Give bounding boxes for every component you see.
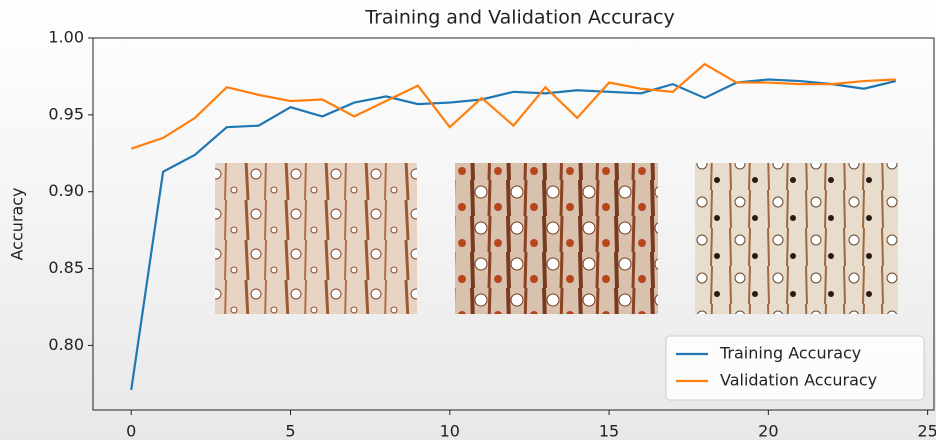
legend-label: Training Accuracy [719,344,861,363]
legend-label: Validation Accuracy [720,371,877,390]
chart-title: Training and Validation Accuracy [364,7,674,29]
y-tick-label: 0.95 [48,104,84,123]
inset-image [215,163,417,314]
y-axis-label: Accuracy [8,187,27,260]
x-tick-label: 15 [599,422,619,441]
y-tick-label: 0.80 [48,335,84,354]
x-tick-label: 20 [758,422,778,441]
x-tick-label: 10 [440,422,460,441]
x-tick-label: 5 [285,422,295,441]
y-tick-label: 0.85 [48,258,84,277]
y-tick-label: 1.00 [48,28,84,47]
x-tick-label: 25 [917,422,936,441]
x-tick-label: 0 [126,422,136,441]
y-tick-label: 0.90 [48,181,84,200]
chart: Training and Validation Accuracy Accurac… [0,0,936,440]
inset-image [455,163,658,314]
inset-image [695,163,898,314]
